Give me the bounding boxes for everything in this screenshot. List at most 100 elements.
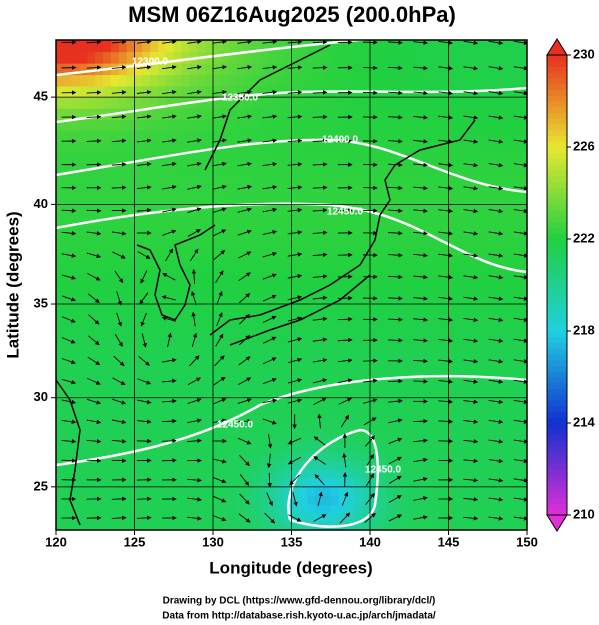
field-cell — [103, 119, 112, 131]
x-tick-label: 140 — [359, 534, 381, 549]
colorbar-cell — [547, 135, 567, 142]
field-cell — [417, 108, 426, 120]
field-cell — [150, 415, 159, 426]
field-cell — [173, 119, 183, 131]
field-cell — [409, 130, 418, 142]
field-cell — [354, 183, 363, 195]
field-cell — [448, 183, 457, 195]
field-cell — [213, 162, 222, 174]
field-cell — [511, 151, 520, 163]
field-cell — [503, 478, 512, 488]
stream-arrow — [287, 398, 303, 404]
field-cell — [330, 274, 340, 286]
stream-arrow — [463, 253, 479, 258]
stream-arrow — [463, 338, 479, 343]
field-cell — [189, 424, 198, 435]
field-cell — [401, 304, 410, 315]
field-cell — [110, 224, 120, 236]
field-cell — [260, 130, 269, 142]
field-cell — [472, 51, 481, 64]
field-cell — [519, 264, 527, 276]
field-cell — [126, 284, 135, 295]
field-cell — [158, 433, 167, 444]
field-cell — [479, 469, 489, 479]
field-cell — [330, 424, 340, 435]
field-cell — [315, 51, 324, 64]
stream-arrow — [413, 379, 428, 384]
stream-arrow — [513, 253, 527, 258]
field-cell — [417, 351, 426, 362]
field-cell — [417, 486, 426, 497]
field-cell — [322, 194, 332, 205]
field-cell — [150, 274, 159, 286]
field-cell — [205, 460, 214, 470]
field-cell — [79, 442, 88, 453]
contours — [56, 40, 527, 528]
field-cell — [252, 323, 261, 334]
field-cell — [142, 85, 151, 98]
field-cell — [377, 194, 387, 205]
field-cell — [511, 433, 520, 444]
field-cell — [63, 264, 73, 276]
field-cell — [56, 313, 65, 324]
field-cell — [448, 332, 457, 343]
field-cell — [315, 504, 324, 514]
field-cell — [315, 415, 324, 426]
field-cell — [448, 521, 457, 530]
field-cell — [338, 194, 347, 205]
field-cell — [385, 323, 395, 334]
field-cell — [158, 370, 167, 380]
field-cell — [330, 234, 340, 246]
field-cell — [205, 332, 214, 343]
field-cell — [495, 451, 504, 462]
field-cell — [370, 194, 379, 205]
field-cell — [479, 194, 489, 205]
field-cell — [197, 512, 206, 522]
field-cell — [150, 141, 159, 153]
field-cell — [228, 130, 238, 142]
field-cell — [354, 51, 363, 64]
stream-arrow — [312, 295, 328, 301]
field-cell — [142, 397, 151, 408]
field-cell — [181, 224, 190, 236]
field-cell — [228, 304, 238, 315]
field-cell — [165, 255, 175, 266]
field-cell — [503, 304, 512, 315]
field-cell — [260, 332, 269, 343]
field-cell — [197, 130, 206, 142]
field-cell — [417, 255, 426, 266]
field-cell — [213, 379, 222, 390]
field-cell — [79, 360, 88, 371]
field-cell — [346, 255, 355, 266]
field-cell — [377, 360, 387, 371]
stream-arrow — [413, 338, 428, 343]
field-cell — [267, 460, 277, 470]
field-cell — [448, 433, 457, 444]
field-cell — [432, 255, 442, 266]
field-cell — [448, 162, 457, 174]
stream-arrow — [111, 138, 127, 144]
field-cell — [401, 360, 410, 371]
field-cell — [291, 379, 300, 390]
colorbar-cell — [547, 239, 567, 246]
stream-arrow — [262, 207, 278, 213]
field-cell — [377, 342, 387, 353]
stream-arrow — [86, 439, 102, 444]
field-cell — [236, 40, 245, 53]
field-cell — [354, 284, 363, 295]
field-cell — [487, 294, 497, 305]
field-cell — [56, 495, 65, 505]
stream-arrow — [463, 317, 479, 323]
field-cell — [197, 451, 206, 462]
field-cell — [432, 351, 442, 362]
stream-arrow — [513, 317, 527, 323]
stream-arrow — [215, 333, 224, 347]
stream-arrow — [388, 475, 402, 484]
field-cell — [330, 342, 340, 353]
coastline — [209, 119, 476, 336]
field-cell — [479, 214, 489, 226]
field-cell — [103, 521, 112, 530]
field-cell — [440, 451, 449, 462]
field-cell — [189, 342, 198, 353]
field-cell — [126, 214, 135, 226]
